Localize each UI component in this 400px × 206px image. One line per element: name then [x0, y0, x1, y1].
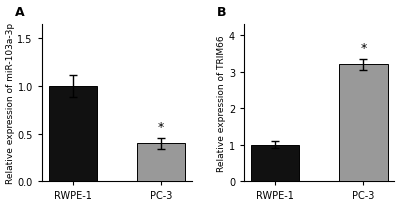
Text: *: * [360, 42, 366, 55]
Bar [137, 144, 185, 181]
Text: B: B [217, 6, 226, 19]
Bar [48, 87, 97, 181]
Y-axis label: Relative expression of miR-103a-3p: Relative expression of miR-103a-3p [6, 23, 14, 183]
Text: A: A [15, 6, 24, 19]
Bar [251, 145, 300, 181]
Y-axis label: Relative expression of TRIM66: Relative expression of TRIM66 [217, 35, 226, 171]
Text: *: * [158, 120, 164, 133]
Bar [339, 65, 388, 181]
